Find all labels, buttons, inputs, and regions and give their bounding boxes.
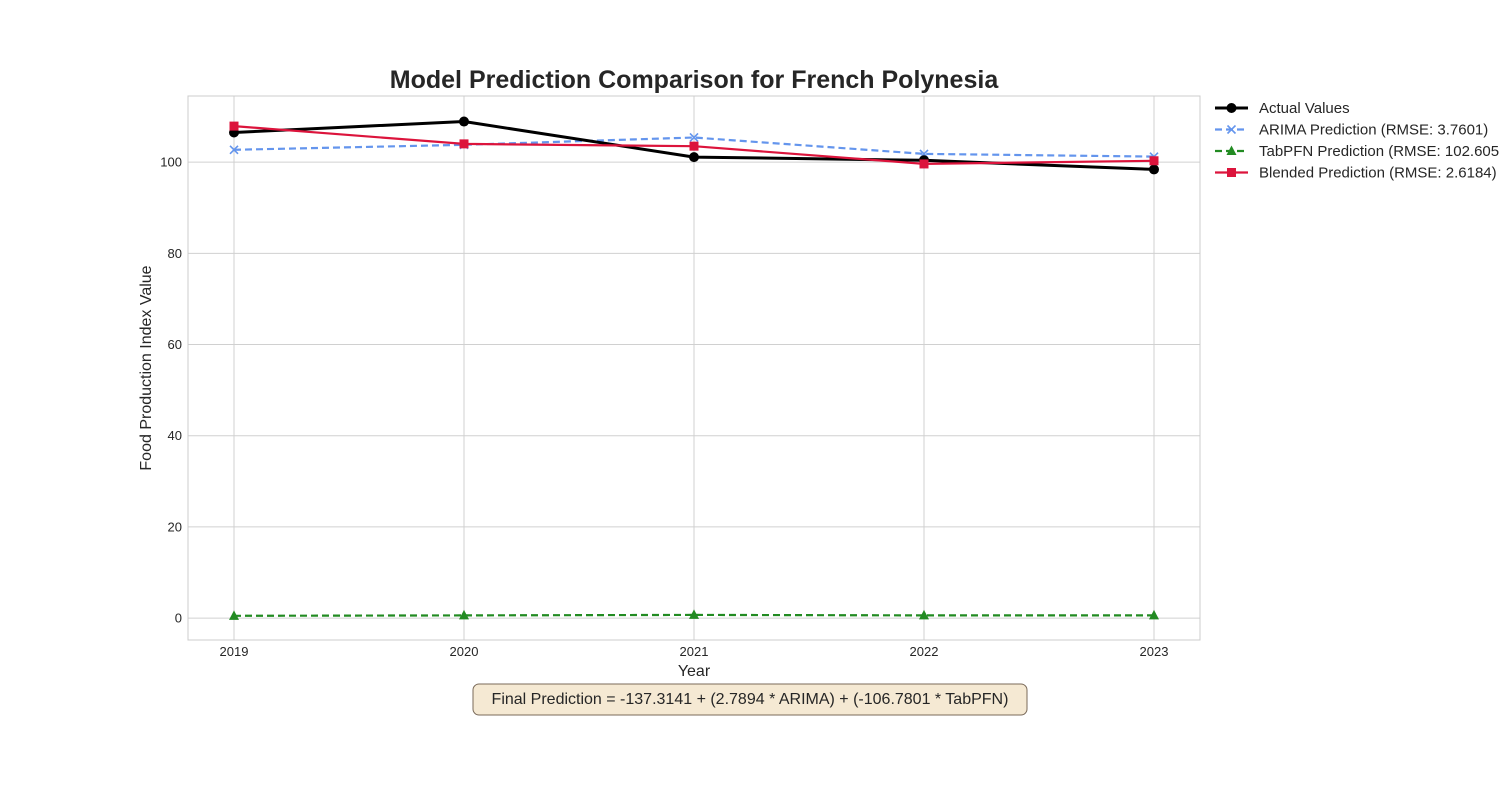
data-point-tabpfn xyxy=(229,610,239,620)
data-point-blended xyxy=(229,121,239,131)
legend-item-actual: Actual Values xyxy=(1215,100,1350,117)
data-point-blended xyxy=(459,139,469,149)
data-point-blended xyxy=(689,141,699,151)
data-point-blended xyxy=(1149,156,1159,166)
series-blended xyxy=(229,121,1159,169)
legend-item-blended: Blended Prediction (RMSE: 2.6184) xyxy=(1215,165,1497,182)
x-tick-label: 2022 xyxy=(910,644,939,659)
plot-frame xyxy=(187,95,1201,641)
legend-label: Actual Values xyxy=(1259,100,1350,117)
data-point-actual xyxy=(1149,164,1159,175)
data-point-tabpfn xyxy=(1149,609,1159,620)
data-point-tabpfn xyxy=(459,609,469,620)
y-tick-label: 100 xyxy=(160,155,182,170)
series-tabpfn xyxy=(229,609,1159,620)
x-axis-label: Year xyxy=(678,663,711,680)
legend-label: ARIMA Prediction (RMSE: 3.7601) xyxy=(1259,122,1488,139)
x-tick-label: 2021 xyxy=(680,644,709,659)
data-point-tabpfn xyxy=(689,609,699,619)
y-tick-label: 80 xyxy=(168,246,182,261)
formula-annotation: Final Prediction = -137.3141 + (2.7894 *… xyxy=(472,683,1028,716)
legend-marker xyxy=(1226,103,1237,113)
x-tick-label: 2023 xyxy=(1140,644,1169,659)
y-tick-label: 20 xyxy=(168,519,182,534)
legend-label: Blended Prediction (RMSE: 2.6184) xyxy=(1259,165,1497,182)
data-point-arima xyxy=(229,145,239,155)
y-tick-label: 40 xyxy=(168,428,182,443)
data-point-actual xyxy=(459,116,469,127)
legend: Actual Values ARIMA Prediction (RMSE: 3.7… xyxy=(1215,100,1499,182)
series-lines xyxy=(229,116,1159,620)
data-point-tabpfn xyxy=(919,609,929,620)
y-axis-ticks: 0 20 40 60 80 100 xyxy=(160,155,182,626)
formula-text: Final Prediction = -137.3141 + (2.7894 *… xyxy=(492,691,1009,708)
data-point-actual xyxy=(689,152,699,163)
legend-marker xyxy=(1227,168,1236,177)
legend-marker xyxy=(1226,145,1237,155)
x-tick-label: 2020 xyxy=(450,644,479,659)
legend-label: TabPFN Prediction (RMSE: 102.605 xyxy=(1259,143,1499,160)
legend-item-arima: ARIMA Prediction (RMSE: 3.7601) xyxy=(1215,122,1488,139)
y-tick-label: 0 xyxy=(175,611,182,626)
x-axis-ticks: 2019 2020 2021 2022 2023 xyxy=(220,644,1169,659)
x-tick-label: 2019 xyxy=(220,644,249,659)
data-point-blended xyxy=(919,159,929,169)
legend-item-tabpfn: TabPFN Prediction (RMSE: 102.605 xyxy=(1215,143,1499,160)
legend-marker xyxy=(1226,124,1237,135)
grid-lines xyxy=(188,96,1200,640)
y-tick-label: 60 xyxy=(168,337,182,352)
y-axis-label: Food Production Index Value xyxy=(138,265,155,470)
formula-box xyxy=(472,683,1028,716)
data-point-arima xyxy=(689,132,699,143)
chart-title: Model Prediction Comparison for French P… xyxy=(390,66,1000,94)
